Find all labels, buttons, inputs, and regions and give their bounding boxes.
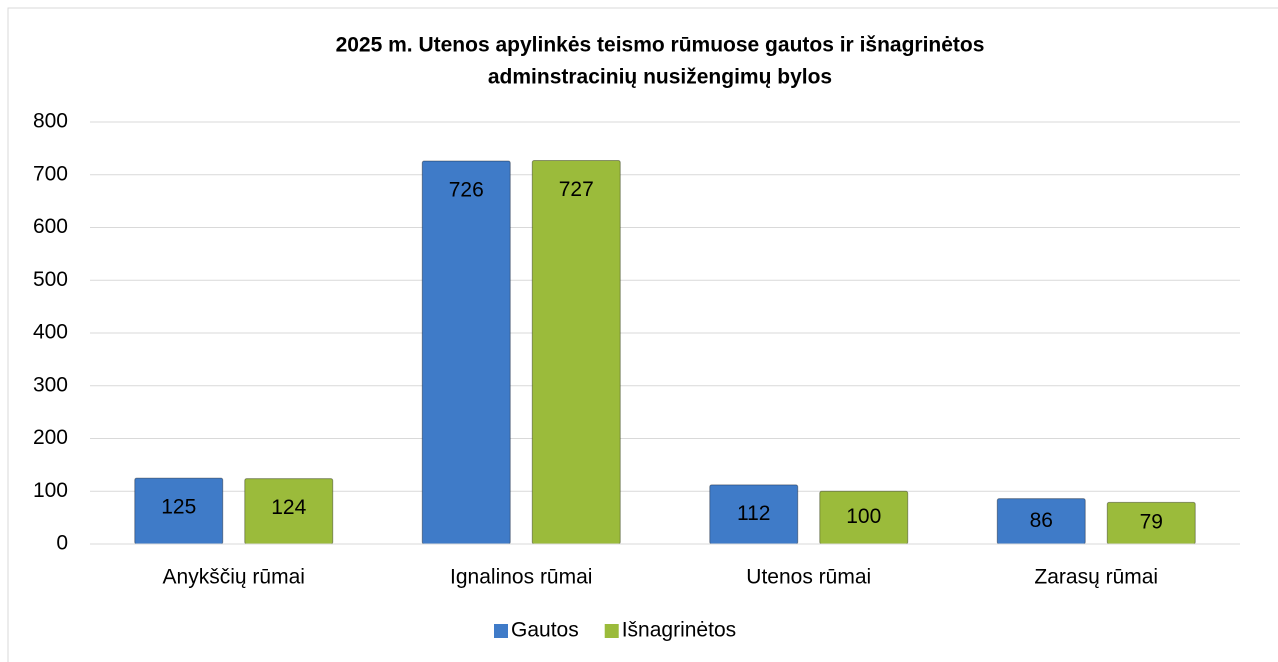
data-label: 86 <box>1030 509 1053 532</box>
data-label: 124 <box>271 496 306 519</box>
x-tick-label: Anykščių rūmai <box>163 566 305 589</box>
legend-swatch <box>494 624 508 638</box>
data-label: 726 <box>449 179 484 202</box>
y-tick-label: 200 <box>33 426 68 449</box>
chart-title: adminstracinių nusižengimų bylos <box>488 66 832 89</box>
data-label: 79 <box>1140 511 1163 534</box>
data-label: 100 <box>846 505 881 528</box>
legend-label: Gautos <box>511 619 579 642</box>
y-tick-label: 500 <box>33 268 68 291</box>
bar <box>531 160 621 545</box>
data-label: 125 <box>161 496 196 519</box>
x-tick-label: Zarasų rūmai <box>1034 566 1158 589</box>
bar <box>421 160 511 545</box>
y-tick-label: 600 <box>33 215 68 238</box>
chart-border <box>7 7 1278 662</box>
data-label: 112 <box>737 502 770 525</box>
x-tick-label: Utenos rūmai <box>746 566 871 589</box>
y-tick-label: 700 <box>33 162 68 185</box>
y-tick-label: 0 <box>56 532 68 555</box>
y-tick-label: 400 <box>33 321 68 344</box>
y-tick-label: 300 <box>33 373 68 396</box>
legend-swatch <box>604 624 619 638</box>
legend-label: Išnagrinėtos <box>622 619 736 642</box>
y-tick-label: 100 <box>33 479 68 502</box>
data-label: 727 <box>559 178 594 201</box>
chart-title: 2025 m. Utenos apylinkės teismo rūmuose … <box>336 34 985 57</box>
x-tick-label: Ignalinos rūmai <box>450 566 592 589</box>
y-tick-label: 800 <box>33 110 68 133</box>
